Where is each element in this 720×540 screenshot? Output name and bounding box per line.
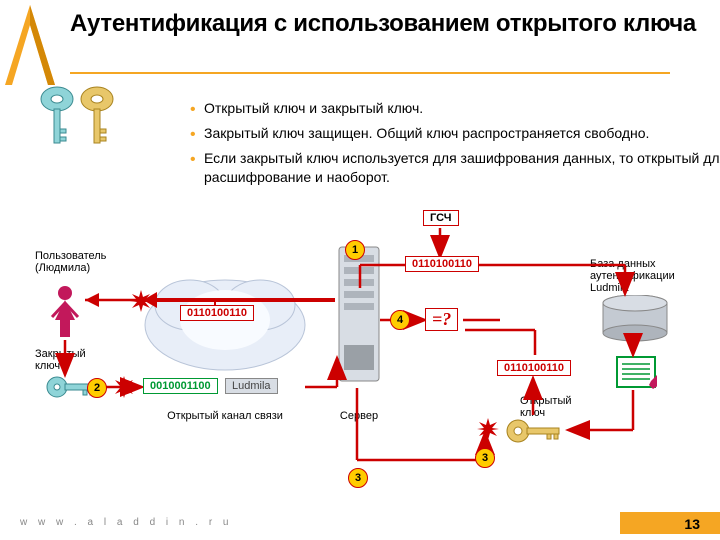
bullet-item: Закрытый ключ защищен. Общий ключ распро…	[190, 124, 720, 143]
slide: Аутентификация с использованием открытог…	[0, 0, 720, 540]
footer-accent-bar	[620, 512, 720, 534]
starburst-icon	[477, 418, 499, 440]
binary-box-c: 0110100110	[180, 305, 254, 321]
logo-icon	[0, 0, 60, 90]
title-underline	[70, 72, 670, 74]
binary-box-a: 0110100110	[405, 256, 479, 272]
footer-url: w w w . a l a d d i n . r u	[20, 517, 232, 528]
slide-title: Аутентификация с использованием открытог…	[70, 10, 696, 38]
starburst-icon	[113, 376, 135, 398]
bullet-list: Открытый ключ и закрытый ключ. Закрытый …	[150, 99, 720, 193]
step-circle-4: 4	[390, 310, 410, 330]
two-keys-icon	[35, 85, 135, 155]
compare-box: =?	[425, 308, 458, 331]
starburst-icon	[130, 290, 152, 312]
bullet-item: Открытый ключ и закрытый ключ.	[190, 99, 720, 118]
arrows-layer	[45, 210, 685, 490]
step-circle-3: 3	[475, 448, 495, 468]
binary-box-b: 0010001100	[143, 378, 218, 394]
bullet-item: Если закрытый ключ используется для заши…	[190, 149, 720, 187]
binary-box-d: 0110100110	[497, 360, 571, 376]
step-circle-2: 2	[87, 378, 107, 398]
step-circle-1: 1	[345, 240, 365, 260]
page-number: 13	[684, 516, 700, 532]
login-box: Ludmila	[225, 378, 278, 394]
auth-diagram: Пользователь (Людмила) Закрытый ключ Отк…	[45, 210, 685, 490]
step-circle-3b: 3	[348, 468, 368, 488]
